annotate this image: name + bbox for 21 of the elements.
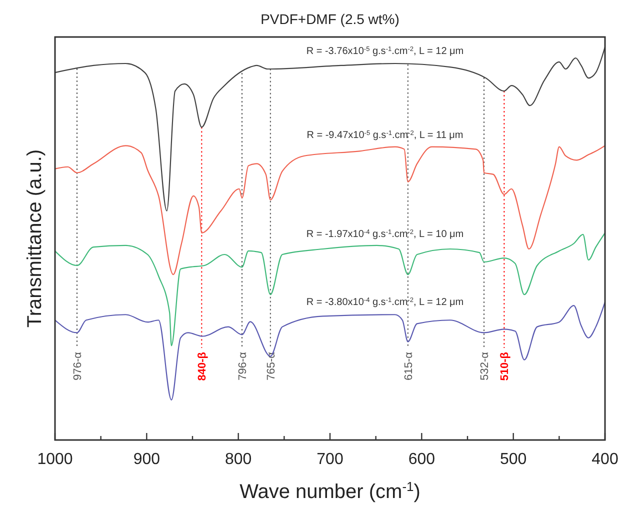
x-tick-label: 1000 <box>37 451 73 468</box>
ref-line-label: 840-β <box>196 352 209 381</box>
annotation: R = -3.76x10$^{-5}$ g.s$^{-1}$.cm$^{-2}$, L = 12 μm <box>306 45 464 57</box>
x-tick-label: 600 <box>408 451 436 468</box>
x-tick-label: 800 <box>224 451 252 468</box>
chart-title: PVDF+DMF (2.5 wt%) <box>260 11 400 27</box>
ref-line-label: 976-α <box>72 351 84 380</box>
ref-line-label: 796-α <box>237 351 249 380</box>
ref-line-label: 765-α <box>265 351 278 380</box>
ref-line-label: 510-β <box>499 352 512 381</box>
annotation: R = -9.47x10$^{-5}$ g.s$^{-1}$.cm$^{-2}$, L = 11 μm <box>306 130 464 142</box>
x-tick-label: 400 <box>592 451 618 468</box>
annotation: R = -1.97x10$^{-4}$ g.s$^{-1}$.cm$^{-2}$, L = 10 μm <box>306 228 464 240</box>
y-axis-title: Transmittance (a.u.) <box>24 149 46 328</box>
ref-line-label: 615-α <box>402 351 415 380</box>
x-tick-label: 500 <box>500 451 527 468</box>
annotation: R = -3.80x10$^{-4}$ g.s$^{-1}$.cm$^{-2}$, L = 12 μm <box>306 296 464 308</box>
ref-line-label: 532-α <box>479 351 491 380</box>
x-tick-label: 900 <box>133 451 160 468</box>
x-tick-label: 700 <box>316 451 344 468</box>
x-axis-title: Wave number (cm$^{-1}$) <box>240 478 420 503</box>
